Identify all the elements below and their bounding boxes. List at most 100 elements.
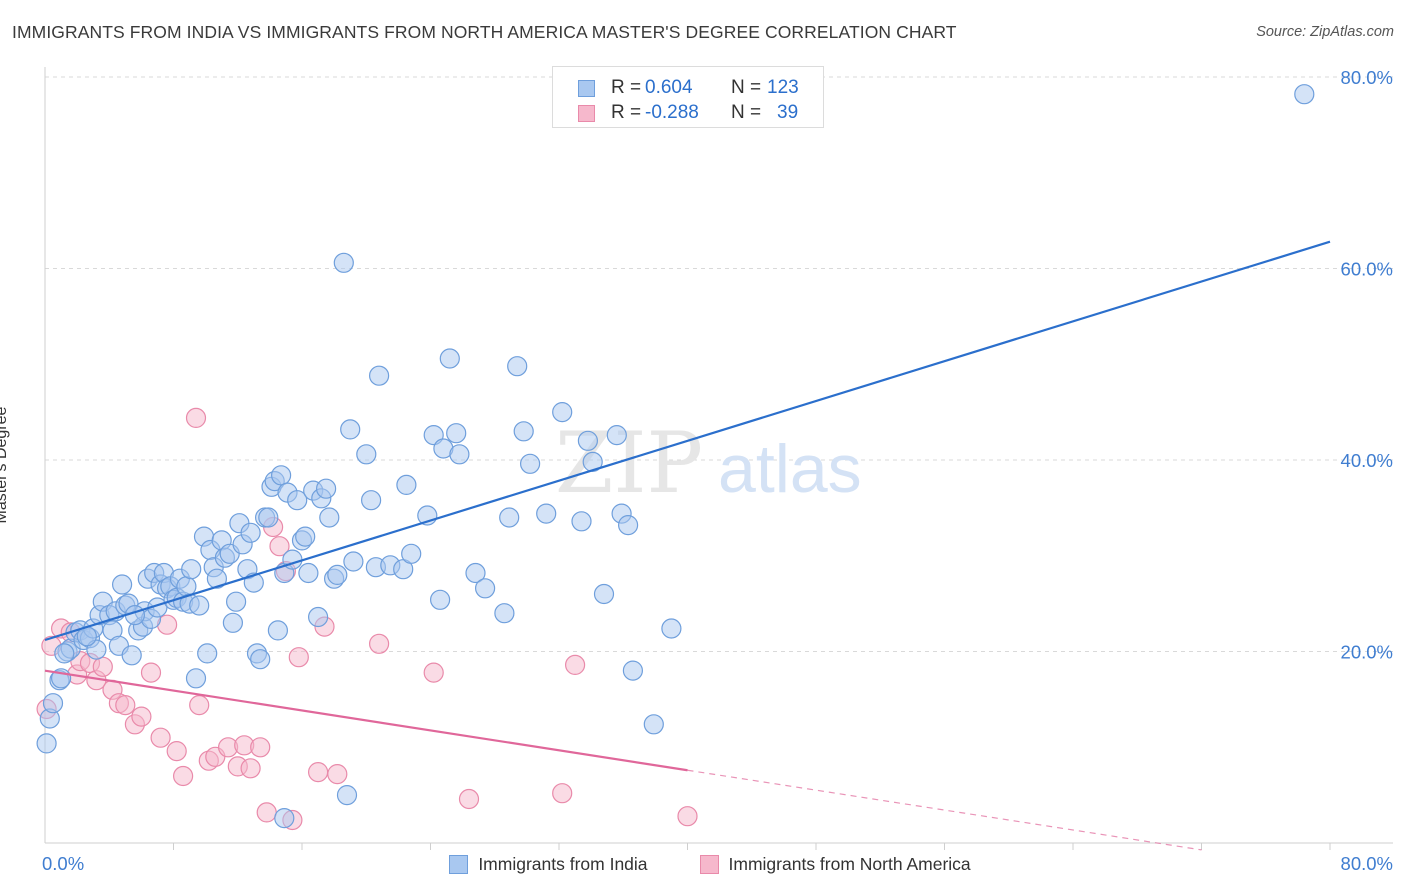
india-point-100 <box>475 578 496 599</box>
stats-row-north-america: R = -0.288 N = 39 <box>553 101 823 127</box>
india-point-40 <box>181 559 202 580</box>
north-america-point-40 <box>552 783 573 804</box>
north-america-point-38 <box>423 662 444 683</box>
zipatlas-watermark: ZIP atlas <box>555 414 862 512</box>
y-tick-label-40: 40.0% <box>1341 450 1393 471</box>
india-point-19 <box>111 574 133 595</box>
india-point-106 <box>536 503 557 524</box>
y-tick-label-20: 20.0% <box>1341 642 1393 663</box>
india-point-91 <box>401 543 422 564</box>
india-point-98 <box>449 444 470 465</box>
north-america-point-14 <box>140 662 162 683</box>
north-america-point-27 <box>250 737 271 758</box>
north-america-point-18 <box>173 765 194 787</box>
y-tick-label-80: 80.0% <box>1341 67 1393 88</box>
chart-title: IMMIGRANTS FROM INDIA VS IMMIGRANTS FROM… <box>12 22 957 42</box>
india-point-76 <box>316 478 337 499</box>
trend-line-india <box>44 240 1331 642</box>
stats-r-value: 0.604 <box>645 77 693 98</box>
north-america-point-8 <box>92 656 113 677</box>
india-point-41 <box>185 668 207 689</box>
india-point-117 <box>661 618 682 639</box>
india-point-74 <box>308 606 329 628</box>
legend: Immigrants from India Immigrants from No… <box>0 851 1406 877</box>
watermark-atlas: atlas <box>718 431 862 507</box>
india-point-77 <box>319 507 340 528</box>
north-america-point-42 <box>677 806 698 827</box>
x-tick-label-min: 0.0% <box>42 853 84 874</box>
india-point-59 <box>250 649 271 670</box>
india-point-2 <box>42 693 64 714</box>
trend-lines <box>44 240 1331 851</box>
y-tick-label-60: 60.0% <box>1341 259 1393 280</box>
india-point-64 <box>267 620 288 641</box>
india-point-87 <box>369 365 390 386</box>
north-america-point-11 <box>115 694 136 716</box>
india-point-103 <box>507 356 528 377</box>
india-point-96 <box>439 348 460 369</box>
india-point-22 <box>121 645 142 666</box>
india-point-82 <box>340 419 361 440</box>
india-point-112 <box>606 425 627 446</box>
india-point-94 <box>430 589 451 610</box>
india-point-56 <box>240 522 261 543</box>
legend-label-india: Immigrants from India <box>478 853 648 874</box>
legend-item-india: Immigrants from India <box>435 853 648 875</box>
stats-n-label: N = <box>731 102 762 123</box>
india-point-69 <box>287 490 308 511</box>
india-point-105 <box>519 453 541 474</box>
north-america-point-15 <box>150 727 171 748</box>
india-point-44 <box>197 643 218 664</box>
stats-swatch-india <box>578 80 595 97</box>
stats-r-label: R = <box>611 77 642 98</box>
india-point-90 <box>396 474 417 495</box>
india-point-118 <box>274 807 295 829</box>
trend-line-north-america <box>44 669 688 772</box>
india-point-102 <box>499 507 520 528</box>
north-america-point-36 <box>327 763 348 785</box>
stats-r-label: R = <box>611 102 642 123</box>
tick-labels: 20.0% 40.0% 60.0% 80.0% 0.0% 80.0% <box>42 67 1393 874</box>
india-point-0 <box>36 733 57 754</box>
north-america-point-37 <box>369 633 390 654</box>
north-america-point-26 <box>240 758 261 779</box>
india-point-107 <box>552 402 573 423</box>
x-tick-label-max: 80.0% <box>1341 853 1393 874</box>
legend-swatch-india <box>449 854 469 874</box>
stats-n-value: 39 <box>777 102 799 123</box>
series-india-points <box>36 84 1315 829</box>
india-point-71 <box>295 526 316 547</box>
stats-n-value: 123 <box>767 77 799 98</box>
india-point-81 <box>336 784 358 806</box>
north-america-point-33 <box>288 647 309 668</box>
north-america-point-13 <box>131 706 152 727</box>
india-point-116 <box>643 714 664 735</box>
stats-r-value: -0.288 <box>645 102 699 123</box>
north-america-point-28 <box>256 802 277 823</box>
north-america-point-20 <box>189 694 210 716</box>
legend-item-north-america: Immigrants from North America <box>686 854 971 875</box>
india-point-114 <box>617 514 639 536</box>
north-america-point-35 <box>308 761 329 783</box>
india-point-115 <box>622 660 644 681</box>
india-point-97 <box>446 423 467 444</box>
india-point-101 <box>494 603 515 624</box>
india-point-119 <box>1294 84 1315 105</box>
india-point-65 <box>271 465 292 486</box>
india-point-104 <box>513 421 534 442</box>
india-point-120 <box>54 643 75 664</box>
stats-row-india: R = 0.604 N = 123 <box>553 76 823 102</box>
india-point-61 <box>258 507 279 528</box>
north-america-point-19 <box>185 407 207 428</box>
north-america-point-41 <box>564 654 586 676</box>
north-america-point-30 <box>269 536 290 557</box>
india-point-42 <box>189 595 210 616</box>
india-point-109 <box>577 430 599 451</box>
india-point-108 <box>571 511 592 532</box>
india-point-51 <box>222 612 243 633</box>
india-point-83 <box>343 551 364 572</box>
stats-box: R = 0.604 N = 123 R = -0.288 N = 39 <box>552 66 824 128</box>
trend-line-north-america-extension <box>687 769 1202 851</box>
india-point-47 <box>206 568 227 589</box>
